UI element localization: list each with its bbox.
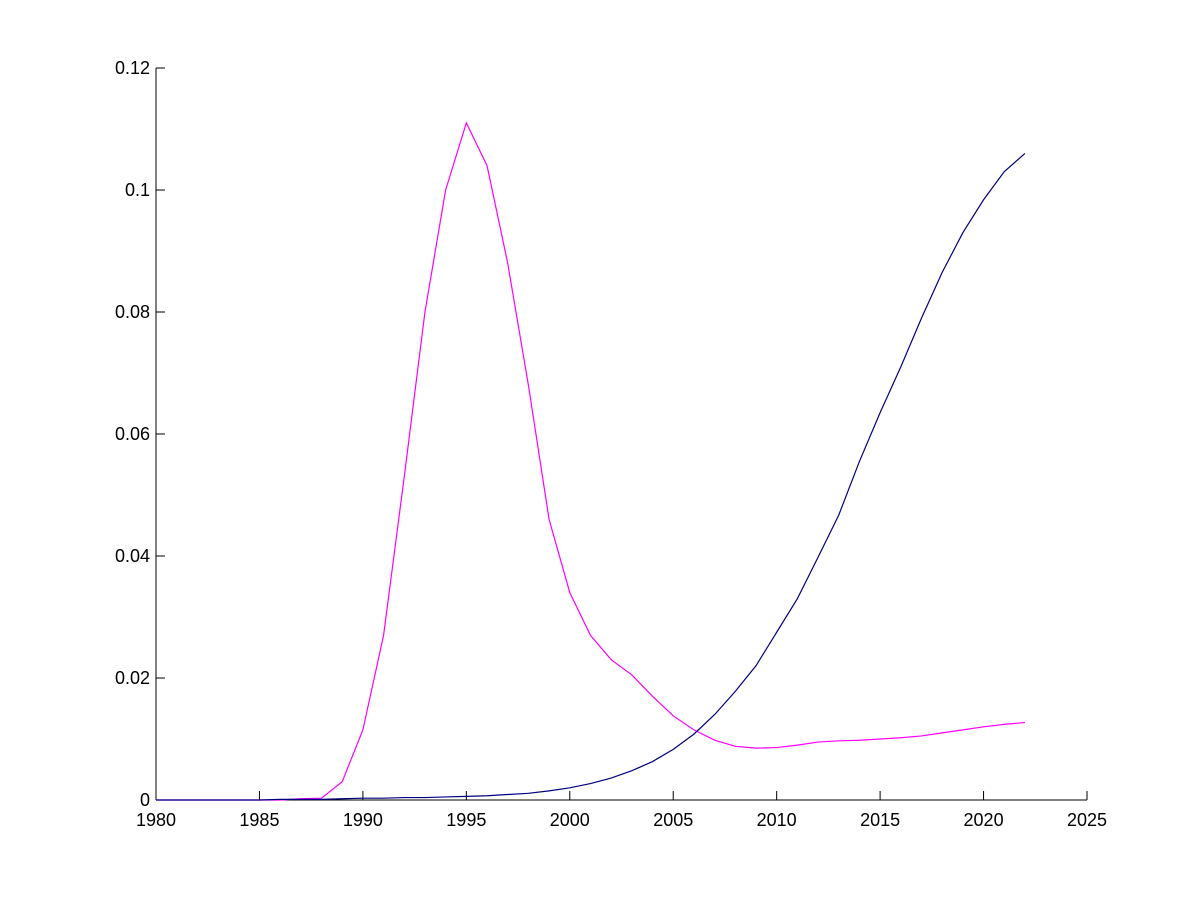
- x-tick-label: 2025: [1067, 810, 1107, 830]
- y-tick-label: 0.1: [125, 180, 150, 200]
- line: [156, 152, 1026, 801]
- y-tick-label: 0.02: [115, 668, 150, 688]
- y-tick-label: 0.06: [115, 424, 150, 444]
- x-tick-label: 1985: [239, 810, 279, 830]
- x-tick-label: 2000: [550, 810, 590, 830]
- x-tick-label: 2020: [964, 810, 1004, 830]
- x-tick-label: 1995: [446, 810, 486, 830]
- x-tick-label: 2010: [757, 810, 797, 830]
- y-tick-label: 0.08: [115, 302, 150, 322]
- x-tick-label: 1980: [136, 810, 176, 830]
- y-tick-label: 0: [140, 790, 150, 810]
- x-tick-label: 2015: [860, 810, 900, 830]
- y-tick-label: 0.04: [115, 546, 150, 566]
- x-tick-label: 1990: [343, 810, 383, 830]
- x-tick-label: 2005: [653, 810, 693, 830]
- line: [156, 121, 1025, 801]
- y-tick-label: 0.12: [115, 58, 150, 78]
